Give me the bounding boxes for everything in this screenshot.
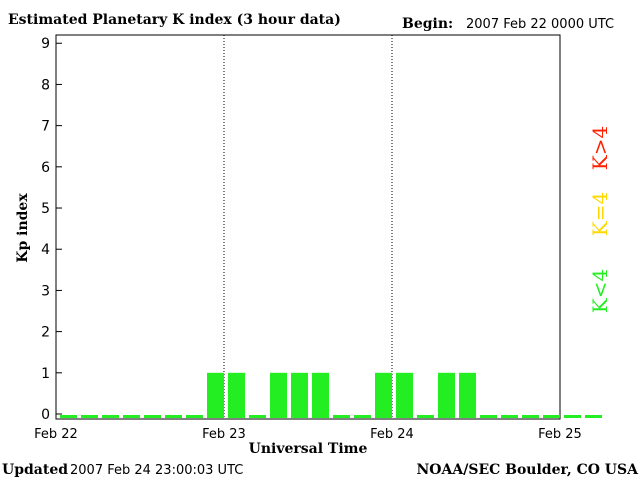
kp-bar xyxy=(270,372,287,418)
kp-bar xyxy=(123,415,140,418)
kp-bar xyxy=(144,415,161,418)
y-tick-label: 4 xyxy=(41,242,50,258)
updated-value: 2007 Feb 24 23:00:03 UTC xyxy=(70,463,243,478)
x-axis-label: Universal Time xyxy=(249,441,368,457)
legend-k-greater-4: K>4 xyxy=(588,126,612,170)
y-axis-ticks: 0 1 2 3 4 5 6 7 8 9 xyxy=(41,36,62,423)
y-tick-label: 5 xyxy=(41,201,50,217)
kp-bars xyxy=(60,372,602,418)
kp-bar xyxy=(375,372,392,418)
kp-bar xyxy=(354,415,371,418)
kp-bar xyxy=(438,372,455,418)
day-separators xyxy=(223,35,393,419)
y-tick-label: 2 xyxy=(41,325,50,341)
x-tick-label: Feb 23 xyxy=(202,427,246,442)
k-legend: K>4 K=4 K<4 xyxy=(588,126,612,313)
kp-bar xyxy=(396,372,413,418)
y-tick-label: 8 xyxy=(41,77,50,93)
kp-bar xyxy=(312,372,329,418)
source-credit: NOAA/SEC Boulder, CO USA xyxy=(417,462,640,478)
kp-bar xyxy=(207,372,224,418)
begin-value: 2007 Feb 22 0000 UTC xyxy=(466,17,614,32)
legend-k-equal-4: K=4 xyxy=(588,192,612,236)
y-tick-label: 0 xyxy=(41,407,50,423)
y-tick-label: 9 xyxy=(41,36,50,52)
x-tick-label: Feb 22 xyxy=(34,427,78,442)
begin-label: Begin: xyxy=(402,16,453,32)
plot-frame xyxy=(55,34,561,420)
kp-bar xyxy=(522,415,539,418)
kp-bar xyxy=(480,415,497,418)
chart-title: Estimated Planetary K index (3 hour data… xyxy=(8,12,341,28)
y-tick-label: 1 xyxy=(41,366,50,382)
kp-bar xyxy=(102,415,119,418)
kp-bar xyxy=(501,415,518,418)
kp-bar xyxy=(81,415,98,418)
kp-bar xyxy=(585,415,602,418)
kp-bar xyxy=(417,415,434,418)
y-tick-label: 7 xyxy=(41,119,50,135)
kp-bar xyxy=(543,415,560,418)
kp-bar xyxy=(564,415,581,418)
x-tick-label: Feb 24 xyxy=(370,427,414,442)
kp-bar xyxy=(186,415,203,418)
y-tick-label: 6 xyxy=(41,160,50,176)
kp-bar xyxy=(333,415,350,418)
kp-bar xyxy=(228,372,245,418)
legend-k-less-4: K<4 xyxy=(588,269,612,313)
x-axis-ticks: Feb 22 Feb 23 Feb 24 Feb 25 xyxy=(34,427,582,442)
y-axis-label: Kp index xyxy=(15,193,31,263)
x-tick-label: Feb 25 xyxy=(538,427,582,442)
kp-bar xyxy=(291,372,308,418)
kp-bar xyxy=(165,415,182,418)
kp-bar xyxy=(249,415,266,418)
y-tick-label: 3 xyxy=(41,283,50,299)
kp-bar xyxy=(60,415,77,418)
kp-bar xyxy=(459,372,476,418)
updated-label: Updated xyxy=(2,462,68,478)
